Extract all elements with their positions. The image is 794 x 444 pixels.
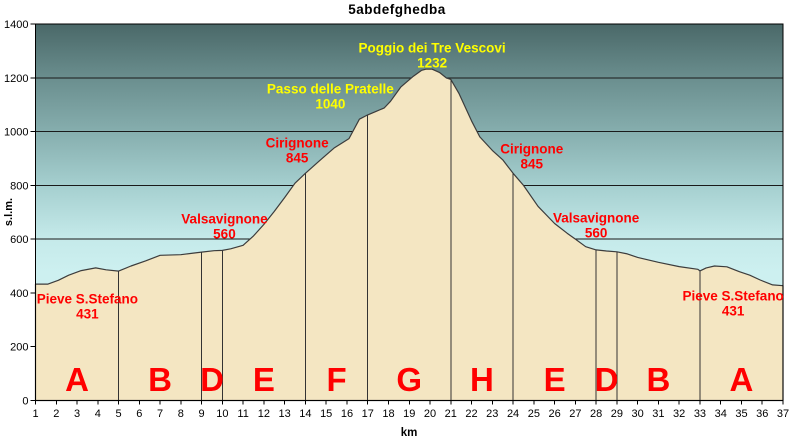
y-tick-label: 0 [22, 396, 28, 408]
place-label: Valsavignone [181, 212, 268, 227]
y-tick-label: 1200 [4, 73, 28, 85]
place-elevation: 431 [722, 304, 745, 319]
x-axis-title: km [400, 427, 418, 439]
x-tick-label: 35 [735, 408, 747, 420]
segment-letter: D [200, 361, 224, 398]
place-elevation: 845 [286, 151, 309, 166]
x-tick-label: 21 [445, 408, 457, 420]
x-tick-label: 37 [777, 408, 789, 420]
place-elevation: 845 [520, 157, 543, 172]
x-tick-label: 26 [548, 408, 560, 420]
place-elevation: 1040 [315, 97, 345, 112]
place-label: Cirignone [500, 142, 563, 157]
segment-letter: E [253, 361, 275, 398]
x-tick-label: 32 [673, 408, 685, 420]
x-tick-label: 5 [115, 408, 121, 420]
place-label: Pieve S.Stefano [683, 289, 784, 304]
x-tick-label: 25 [528, 408, 540, 420]
y-tick-label: 600 [10, 234, 28, 246]
x-tick-label: 12 [258, 408, 270, 420]
place-label: Passo delle Pratelle [267, 82, 394, 97]
segment-letter: A [65, 361, 89, 398]
segment-letter: B [148, 361, 172, 398]
x-tick-label: 13 [279, 408, 291, 420]
x-tick-label: 34 [715, 408, 727, 420]
segment-letter: G [396, 361, 422, 398]
x-tick-label: 3 [74, 408, 80, 420]
x-tick-label: 9 [199, 408, 205, 420]
x-tick-label: 24 [507, 408, 519, 420]
place-label: Pieve S.Stefano [37, 292, 138, 307]
x-tick-label: 22 [465, 408, 477, 420]
place-elevation: 1232 [417, 56, 447, 71]
x-tick-label: 11 [237, 408, 248, 420]
y-tick-label: 200 [10, 342, 28, 354]
x-tick-label: 31 [652, 408, 664, 420]
segment-letter: H [470, 361, 494, 398]
x-tick-label: 19 [403, 408, 415, 420]
x-tick-label: 29 [611, 408, 623, 420]
x-tick-label: 23 [486, 408, 498, 420]
y-tick-label: 400 [10, 288, 28, 300]
x-tick-label: 30 [632, 408, 644, 420]
y-tick-label: 800 [10, 180, 28, 192]
x-tick-label: 7 [157, 408, 163, 420]
x-tick-label: 14 [299, 408, 311, 420]
y-tick-label: 1000 [4, 127, 28, 139]
place-elevation: 560 [213, 227, 236, 242]
x-tick-label: 10 [216, 408, 228, 420]
x-tick-label: 27 [569, 408, 581, 420]
segment-letter: B [646, 361, 670, 398]
segment-letter: E [544, 361, 566, 398]
x-tick-label: 1 [32, 408, 38, 420]
x-tick-label: 36 [756, 408, 768, 420]
x-tick-label: 4 [95, 408, 101, 420]
place-label: Valsavignone [553, 211, 640, 226]
x-tick-label: 15 [320, 408, 332, 420]
place-label: Poggio dei Tre Vescovi [359, 41, 506, 56]
place-label: Cirignone [266, 136, 329, 151]
x-tick-label: 16 [341, 408, 353, 420]
x-tick-label: 17 [362, 408, 374, 420]
x-tick-label: 28 [590, 408, 602, 420]
segment-letter: D [595, 361, 619, 398]
x-tick-label: 6 [136, 408, 142, 420]
x-tick-label: 18 [382, 408, 394, 420]
segment-letter: F [326, 361, 346, 398]
x-tick-label: 2 [53, 408, 59, 420]
x-tick-label: 33 [694, 408, 706, 420]
segment-letter: A [730, 361, 754, 398]
place-elevation: 431 [76, 307, 99, 322]
y-tick-label: 1400 [4, 19, 28, 31]
chart-title: 5abdefghedba [348, 2, 446, 17]
x-tick-label: 8 [178, 408, 184, 420]
x-tick-label: 20 [424, 408, 436, 420]
place-elevation: 560 [585, 226, 608, 241]
